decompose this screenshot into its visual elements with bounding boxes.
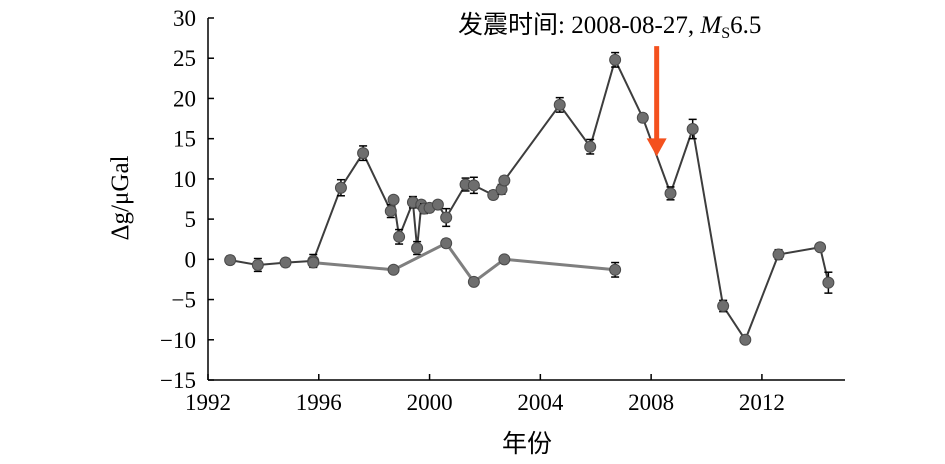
data-point — [498, 174, 511, 187]
annotation-magnitude-subscript: S — [721, 25, 730, 42]
x-tick-label: 1996 — [296, 390, 342, 415]
annotation-layer: 发震时间: 2008-08-27, MS6.5 — [458, 11, 761, 157]
x-axis-title: 年份 — [502, 430, 552, 458]
y-tick-label: 25 — [173, 46, 196, 71]
data-point — [387, 193, 400, 206]
y-tick-label: 5 — [185, 207, 197, 232]
data-point — [387, 263, 400, 276]
earthquake-annotation: 发震时间: 2008-08-27, MS6.5 — [458, 11, 761, 42]
data-point — [467, 179, 480, 192]
data-point — [307, 256, 320, 269]
data-point — [251, 258, 264, 271]
data-point — [717, 299, 730, 312]
x-tick-label: 2004 — [517, 390, 564, 415]
data-point — [609, 263, 622, 276]
y-tick-label: 30 — [173, 6, 196, 31]
y-axis-title: Δg/μGal — [107, 155, 134, 240]
y-tick-label: −10 — [160, 328, 196, 353]
data-point — [334, 181, 347, 194]
data-point — [609, 53, 622, 66]
data-point — [467, 275, 480, 288]
data-point — [739, 333, 752, 346]
x-tick-label: 1992 — [185, 390, 231, 415]
y-tick-label: 15 — [173, 127, 196, 152]
annotation-prefix: 发震时间: 2008-08-27, — [458, 11, 700, 39]
series-2 — [307, 237, 622, 288]
annotation-magnitude-value: 6.5 — [730, 12, 761, 39]
data-point — [584, 140, 597, 153]
annotation-magnitude-letter: M — [699, 12, 722, 39]
y-tick-label: 20 — [173, 86, 196, 111]
data-point — [279, 256, 292, 269]
x-tick-label: 2008 — [628, 390, 674, 415]
series-layer — [224, 51, 835, 346]
y-tick-label: −15 — [160, 368, 196, 393]
data-point — [440, 211, 453, 224]
data-point — [411, 242, 424, 255]
earthquake-arrow-head — [646, 138, 667, 157]
data-point — [772, 248, 785, 261]
data-point — [384, 205, 397, 218]
data-point — [498, 253, 511, 266]
data-point — [636, 111, 649, 124]
data-point — [814, 241, 827, 254]
data-point — [664, 187, 677, 200]
data-point — [440, 237, 453, 250]
data-point — [357, 147, 370, 160]
x-tick-label: 2000 — [407, 390, 453, 415]
data-point — [224, 254, 237, 267]
data-point — [686, 123, 699, 136]
data-point — [822, 276, 835, 289]
y-tick-label: 0 — [185, 247, 197, 272]
series-line — [313, 241, 616, 285]
y-tick-label: −5 — [172, 288, 196, 313]
y-tick-label: 10 — [173, 167, 196, 192]
data-point — [431, 198, 444, 211]
series-line — [230, 56, 830, 342]
series-1 — [224, 51, 835, 346]
data-point — [487, 188, 500, 201]
x-tick-label: 2012 — [739, 390, 785, 415]
data-point — [393, 230, 406, 243]
data-point — [553, 98, 566, 111]
